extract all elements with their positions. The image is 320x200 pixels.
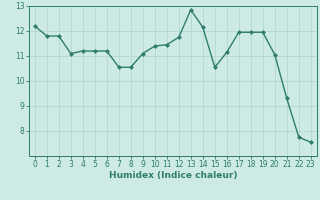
X-axis label: Humidex (Indice chaleur): Humidex (Indice chaleur) [108,171,237,180]
